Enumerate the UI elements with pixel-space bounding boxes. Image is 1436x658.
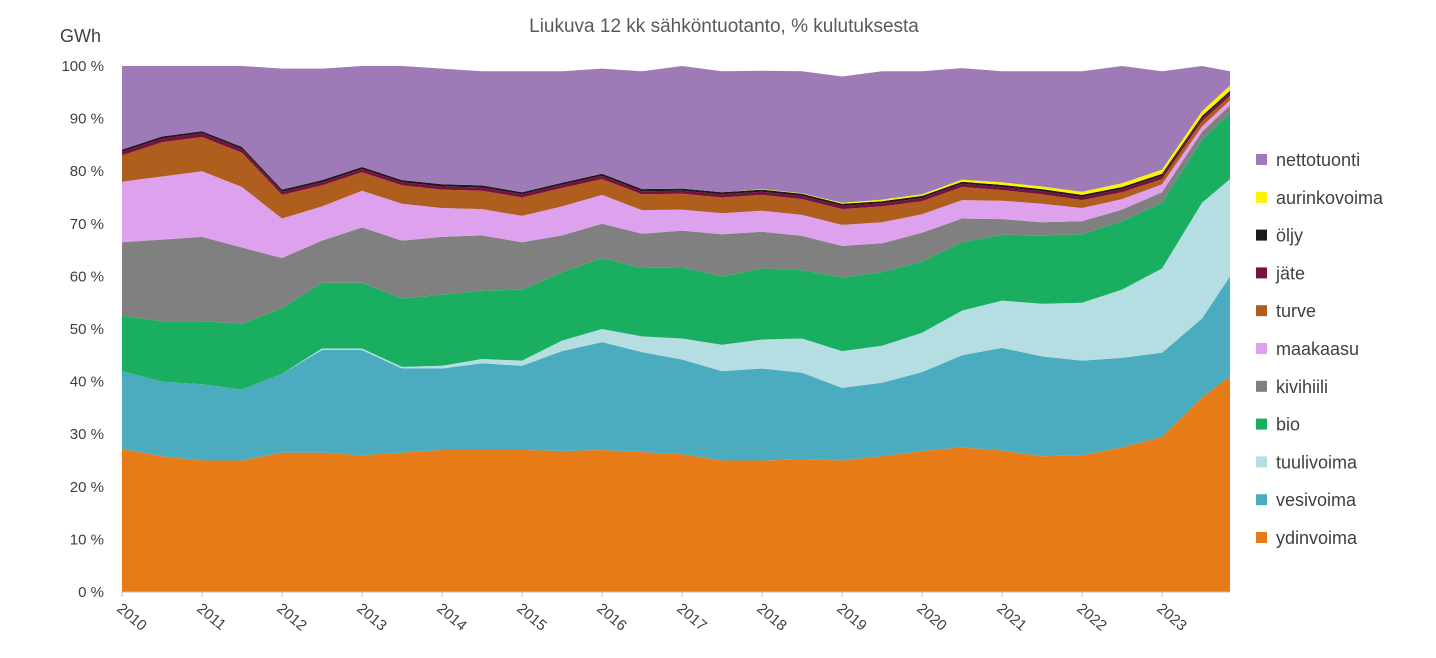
legend-label-jäte: jäte [1275, 263, 1305, 283]
legend-label-vesivoima: vesivoima [1276, 490, 1357, 510]
legend: nettotuonti aurinkovoima öljy jäte turve maak… [1256, 150, 1384, 548]
area-layer [122, 66, 1230, 592]
x-tick-label: 2021 [993, 600, 1029, 634]
legend-swatch-ydinvoima [1256, 532, 1267, 543]
legend-swatch-maakaasu [1256, 343, 1267, 354]
y-tick-label: 60 % [70, 268, 104, 285]
y-tick-label: 30 % [70, 426, 104, 443]
x-tick-label: 2017 [673, 600, 709, 634]
legend-label-nettotuonti: nettotuonti [1276, 150, 1360, 170]
x-tick-label: 2016 [593, 600, 629, 634]
chart-title: Liukuva 12 kk sähköntuotanto, % kulutuks… [529, 16, 919, 37]
x-tick-label: 2023 [1153, 600, 1189, 634]
x-tick-label: 2010 [113, 600, 149, 634]
y-tick-label: 0 % [78, 584, 104, 601]
x-tick-label: 2022 [1073, 600, 1109, 634]
area-nettotuonti [122, 66, 1230, 203]
y-tick-label: 20 % [70, 479, 104, 496]
legend-swatch-nettotuonti [1256, 154, 1267, 165]
y-unit-label: GWh [60, 26, 101, 46]
legend-swatch-tuulivoima [1256, 456, 1267, 468]
x-tick-label: 2019 [833, 600, 869, 634]
area-bio [122, 113, 1230, 390]
legend-label-aurinkovoima: aurinkovoima [1276, 188, 1384, 208]
y-tick-label: 100 % [61, 58, 104, 75]
legend-label-öljy: öljy [1276, 226, 1303, 246]
y-tick-label: 50 % [70, 321, 104, 338]
y-tick-label: 80 % [70, 163, 104, 180]
legend-swatch-vesivoima [1256, 494, 1267, 506]
legend-label-ydinvoima: ydinvoima [1276, 528, 1358, 548]
x-tick-label: 2015 [513, 600, 549, 634]
x-tick-label: 2020 [913, 600, 949, 634]
y-axis: 0 % 10 % 20 % 30 % 40 % 50 % 60 % 70 % 80 % 90 % 1… [61, 58, 104, 601]
x-tick-label: 2011 [193, 600, 229, 634]
x-tick-label: 2013 [353, 600, 389, 634]
legend-label-tuulivoima: tuulivoima [1276, 452, 1358, 472]
y-tick-label: 90 % [70, 111, 104, 128]
legend-swatch-öljy [1256, 229, 1267, 241]
legend-label-kivihiili: kivihiili [1276, 377, 1328, 397]
legend-swatch-aurinkovoima [1256, 191, 1267, 203]
legend-label-turve: turve [1276, 301, 1316, 321]
area-vesivoima [122, 276, 1230, 461]
legend-swatch-bio [1256, 418, 1267, 430]
x-axis: 2010 2011 2012 2013 2014 2015 2016 2017 2018 2019… [113, 591, 1230, 635]
area-turve [122, 96, 1230, 225]
legend-swatch-turve [1256, 305, 1267, 317]
legend-swatch-kivihiili [1256, 380, 1267, 392]
legend-label-bio: bio [1276, 415, 1300, 435]
y-tick-label: 70 % [70, 216, 104, 233]
legend-label-maakaasu: maakaasu [1276, 339, 1359, 359]
x-tick-label: 2012 [273, 600, 309, 634]
area-maakaasu [122, 100, 1230, 258]
legend-swatch-jäte [1256, 267, 1267, 279]
y-tick-label: 40 % [70, 374, 104, 391]
x-tick-label: 2018 [753, 600, 789, 634]
y-tick-label: 10 % [70, 531, 104, 548]
area-tuulivoima [122, 179, 1230, 390]
x-tick-label: 2014 [433, 600, 469, 634]
area-ydinvoima [122, 376, 1230, 592]
area-kivihiili [122, 105, 1230, 324]
